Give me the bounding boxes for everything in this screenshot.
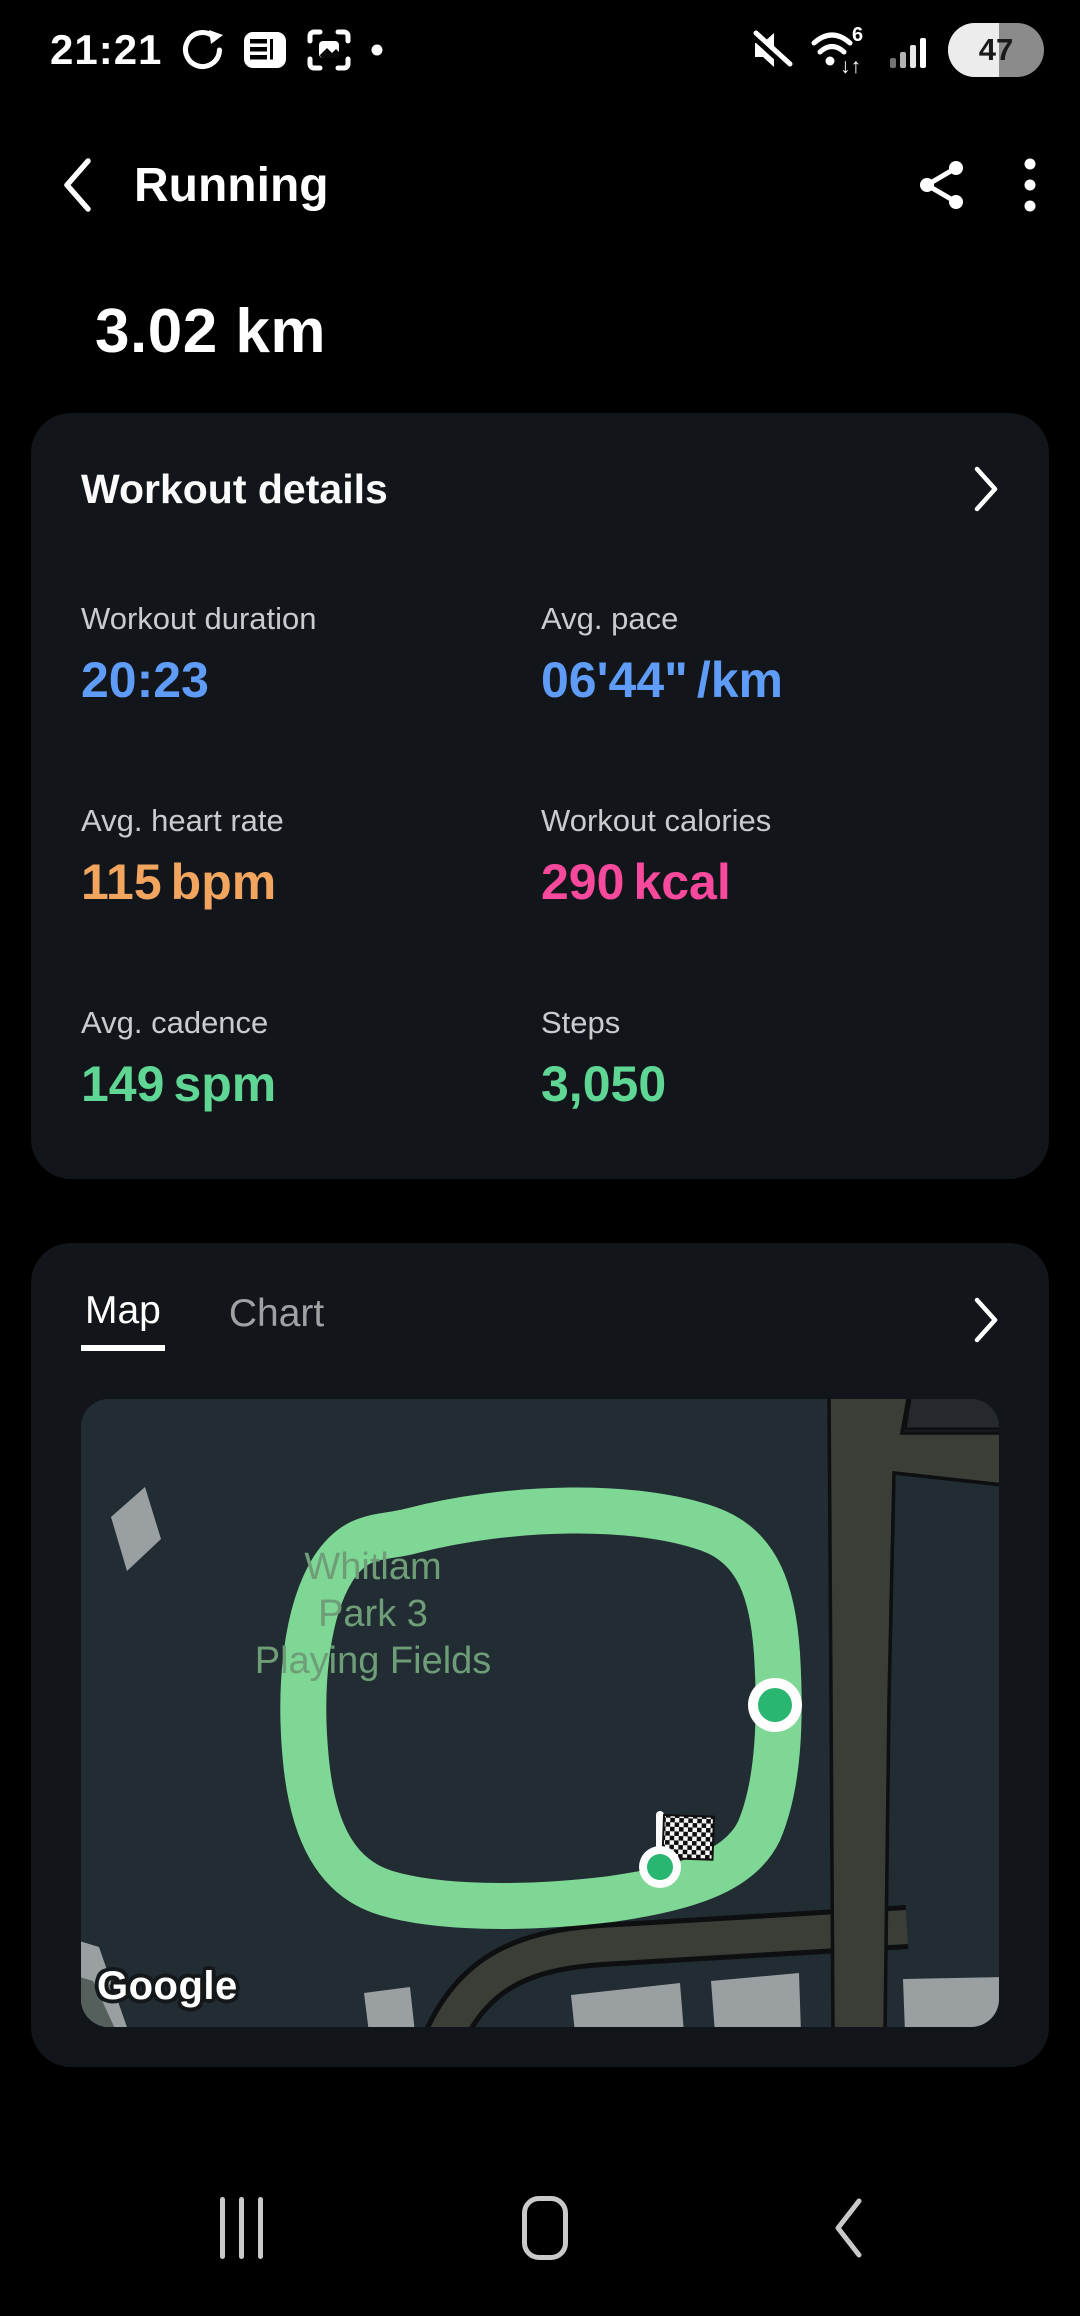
road-vertical: [827, 1399, 999, 2027]
metric-label: Workout duration: [81, 601, 317, 636]
nav-back-icon: [833, 2195, 863, 2261]
svg-text:Whitlam: Whitlam: [304, 1546, 441, 1588]
metric-label: Avg. heart rate: [81, 803, 284, 838]
recents-button[interactable]: [220, 2197, 263, 2259]
metric-unit: /km: [696, 652, 783, 708]
status-bar: 21:21: [0, 0, 1080, 94]
finish-flag-icon: [639, 1811, 716, 1888]
chevron-right-icon: [973, 1296, 999, 1344]
home-button[interactable]: [522, 2196, 568, 2260]
metric-value: 06'44": [541, 652, 688, 708]
nav-back-button[interactable]: [833, 2195, 863, 2261]
page-title: Running: [134, 158, 329, 212]
mute-icon: [750, 28, 794, 72]
road-stub-shadow: [81, 1977, 115, 2027]
more-options-button[interactable]: [1024, 157, 1036, 213]
metric-value: 149: [81, 1056, 165, 1112]
news-notification-icon: [242, 29, 288, 71]
metric-workout-calories: Workout calories 290 kcal: [541, 803, 999, 911]
metrics-grid: Workout duration 20:23 Avg. pace 06'44" …: [81, 601, 999, 1113]
android-nav-bar: [0, 2140, 1080, 2316]
wifi6-icon: 6 ↓↑: [810, 25, 872, 75]
metric-value: 115: [81, 854, 162, 910]
metric-avg-heart-rate: Avg. heart rate 115 bpm: [81, 803, 541, 911]
metric-label: Steps: [541, 1005, 621, 1040]
building: [903, 1977, 999, 2027]
metric-workout-duration: Workout duration 20:23: [81, 601, 541, 709]
map-chart-tabs: Map Chart: [81, 1289, 999, 1351]
metric-steps: Steps 3,050: [541, 1005, 999, 1113]
svg-text:↓↑: ↓↑: [840, 55, 861, 75]
screenshot-notification-icon: [306, 28, 352, 72]
metric-unit: spm: [173, 1056, 277, 1112]
metric-label: Workout calories: [541, 803, 772, 838]
workout-details-card: Workout details Workout duration 20:23 A…: [31, 413, 1049, 1179]
building: [364, 1987, 415, 2027]
svg-text:Park 3: Park 3: [318, 1593, 428, 1635]
clock: 21:21: [50, 26, 163, 73]
metric-value: 290: [541, 854, 625, 910]
metric-label: Avg. pace: [541, 601, 679, 636]
metric-avg-pace: Avg. pace 06'44" /km: [541, 601, 999, 709]
battery-fill-level: [948, 23, 999, 77]
tab-map[interactable]: Map: [81, 1289, 165, 1351]
metric-avg-cadence: Avg. cadence 149 spm: [81, 1005, 541, 1113]
metric-label: Avg. cadence: [81, 1005, 269, 1040]
total-distance: 3.02 km: [95, 297, 327, 366]
chevron-right-icon: [973, 465, 999, 513]
metric-value: 20:23: [81, 652, 209, 708]
tab-chart[interactable]: Chart: [225, 1292, 328, 1348]
map-chart-card: Map Chart: [31, 1243, 1049, 2067]
metric-unit: bpm: [170, 854, 277, 910]
metric-value: 3,050: [541, 1056, 667, 1112]
google-watermark: Google: [97, 1964, 238, 2008]
workout-details-title: Workout details: [81, 465, 388, 512]
share-icon: [918, 159, 966, 211]
data-saver-icon: [180, 28, 224, 72]
back-arrow-icon: [60, 156, 94, 214]
notification-dot-icon: [370, 43, 384, 57]
kebab-menu-icon: [1024, 157, 1036, 213]
building: [711, 1973, 801, 2027]
metric-unit: kcal: [633, 854, 731, 910]
recents-icon: [220, 2197, 225, 2259]
battery-percent: 47: [978, 32, 1014, 67]
share-button[interactable]: [918, 159, 966, 211]
map-area-label: Whitlam Park 3 Playing Fields: [255, 1546, 492, 1682]
map-canvas: Whitlam Park 3 Playing Fields: [81, 1399, 999, 2027]
building: [571, 1983, 684, 2027]
back-button[interactable]: [60, 156, 94, 214]
workout-details-header-row[interactable]: Workout details: [81, 465, 999, 513]
building: [111, 1487, 161, 1571]
home-icon: [522, 2196, 568, 2260]
battery-indicator: 47: [948, 23, 1044, 77]
app-header: Running: [0, 126, 1080, 244]
svg-text:Playing Fields: Playing Fields: [255, 1640, 492, 1682]
cell-signal-icon: [888, 28, 932, 72]
map-dark-block: [903, 1399, 999, 1431]
route-map[interactable]: Whitlam Park 3 Playing Fields Google: [81, 1399, 999, 2027]
route-path: [280, 1487, 802, 1929]
svg-text:6: 6: [852, 25, 863, 46]
start-marker-icon: [748, 1678, 802, 1732]
